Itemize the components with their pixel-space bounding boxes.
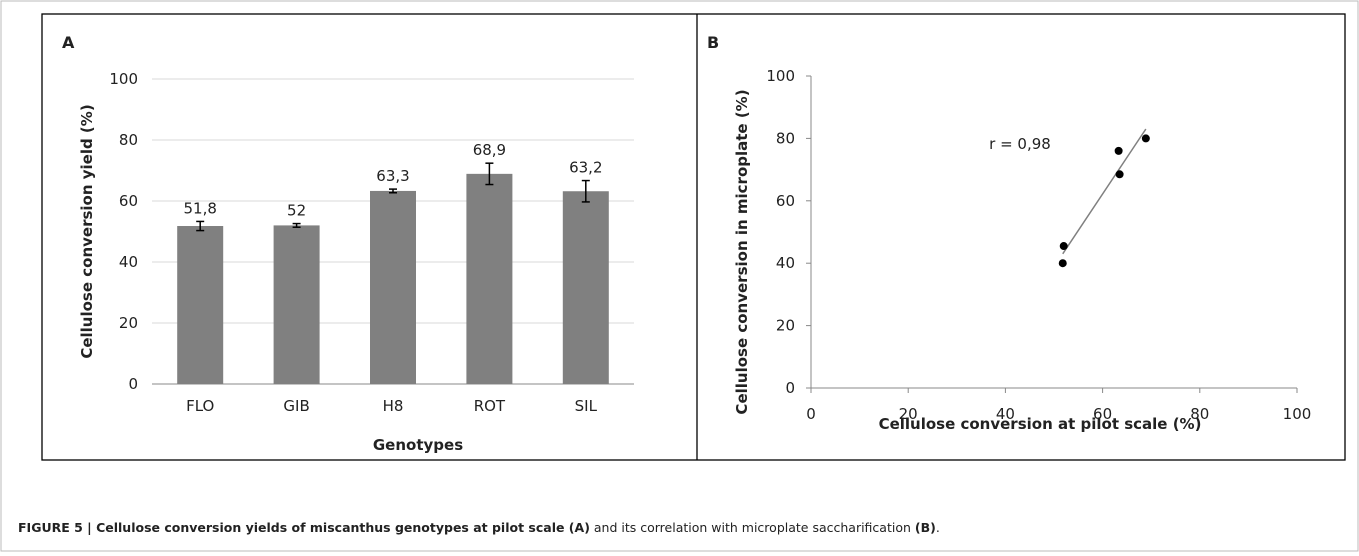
x-tick-label: ROT bbox=[474, 397, 506, 415]
x-tick-label: 40 bbox=[996, 405, 1015, 423]
bar bbox=[562, 191, 609, 384]
x-axis-title: Cellulose conversion at pilot scale (%) bbox=[879, 415, 1202, 433]
y-axis-title: Cellulose conversion in microplate (%) bbox=[733, 89, 751, 414]
y-tick-label: 80 bbox=[776, 129, 795, 147]
panel-label: A bbox=[62, 33, 75, 52]
caption-part: and its correlation with microplate sacc… bbox=[590, 520, 915, 535]
y-tick-label: 80 bbox=[119, 131, 138, 149]
y-tick-label: 20 bbox=[119, 314, 138, 332]
x-tick-label: 0 bbox=[806, 405, 816, 423]
caption-part: (B) bbox=[915, 520, 936, 535]
bar bbox=[466, 173, 513, 384]
value-label: 52 bbox=[287, 202, 306, 220]
x-tick-label: SIL bbox=[575, 397, 598, 415]
y-axis-title: Cellulose conversion yield (%) bbox=[78, 104, 96, 358]
x-tick-label: 80 bbox=[1190, 405, 1209, 423]
value-label: 63,3 bbox=[376, 167, 409, 185]
y-tick-label: 60 bbox=[776, 192, 795, 210]
y-tick-label: 60 bbox=[119, 192, 138, 210]
y-tick-label: 0 bbox=[128, 375, 138, 393]
x-tick-label: FLO bbox=[186, 397, 214, 415]
caption-part: FIGURE 5 | Cellulose conversion yields o… bbox=[18, 520, 590, 535]
point bbox=[1115, 170, 1124, 179]
trendline bbox=[1062, 128, 1147, 255]
y-tick-label: 40 bbox=[119, 253, 138, 271]
x-tick-label: GIB bbox=[283, 397, 309, 415]
x-tick-label: 60 bbox=[1093, 405, 1112, 423]
caption-part: . bbox=[936, 520, 940, 535]
value-label: 68,9 bbox=[473, 141, 506, 159]
bar bbox=[177, 226, 224, 384]
x-axis-title: Genotypes bbox=[373, 436, 463, 454]
point bbox=[1059, 242, 1068, 251]
panel-label: B bbox=[707, 33, 719, 52]
point bbox=[1058, 259, 1067, 268]
bar bbox=[273, 225, 320, 384]
point bbox=[1114, 146, 1123, 155]
y-tick-label: 100 bbox=[766, 67, 795, 85]
caption: FIGURE 5 | Cellulose conversion yields o… bbox=[18, 520, 940, 535]
figure-frame bbox=[41, 13, 1346, 461]
y-tick-label: 20 bbox=[776, 317, 795, 335]
y-tick-label: 0 bbox=[785, 379, 795, 397]
annotation: r = 0,98 bbox=[989, 135, 1051, 153]
y-tick-label: 100 bbox=[109, 70, 138, 88]
point bbox=[1141, 134, 1150, 143]
value-label: 51,8 bbox=[183, 199, 216, 217]
bar bbox=[370, 190, 416, 384]
x-tick-label: 20 bbox=[899, 405, 918, 423]
x-tick-label: 100 bbox=[1283, 405, 1312, 423]
y-tick-label: 40 bbox=[776, 254, 795, 272]
x-tick-label: H8 bbox=[383, 397, 404, 415]
value-label: 63,2 bbox=[569, 159, 602, 177]
